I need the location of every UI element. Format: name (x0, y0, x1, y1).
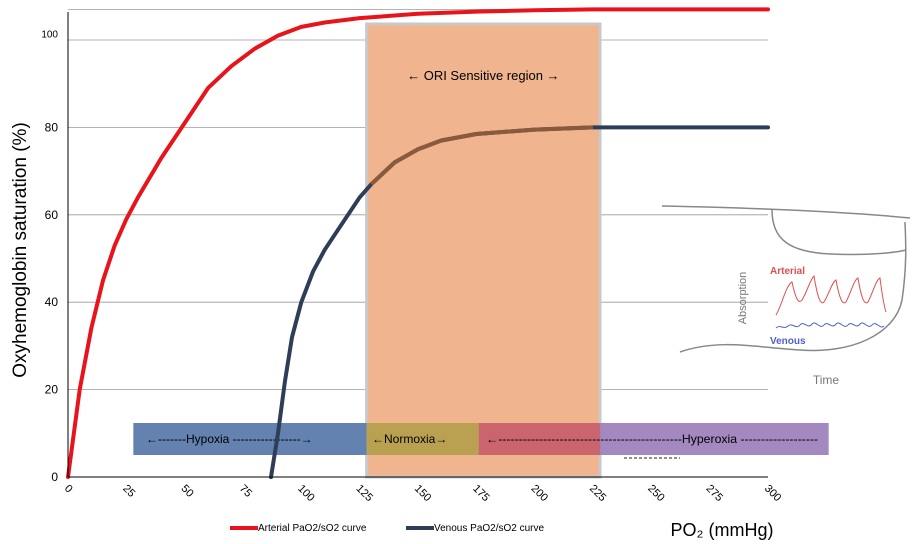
band-hyperoxia-extension (600, 423, 829, 455)
x-tick-label-250: 250 (645, 483, 666, 504)
inset-venous-label: Venous (770, 336, 806, 347)
ori-region-label: ← ORI Sensitive region → (407, 68, 559, 83)
y-tick-label-100: 100 (41, 29, 58, 40)
legend-label-arterial: Arterial PaO2/sO2 curve (258, 523, 367, 534)
inset-finger-outline (661, 205, 911, 353)
x-tick-label-125: 125 (354, 483, 375, 504)
x-tick-label-150: 150 (412, 483, 433, 504)
band-normoxia (366, 423, 479, 455)
venous-line-in-ori-region (369, 125, 594, 186)
x-tick-labels: 0 25 50 75 100 125 150 175 200 225 250 275 300 (62, 483, 783, 504)
ori-region-box (365, 22, 602, 479)
band-hypoxia-label: ←-------Hypoxia -----------------→ (146, 432, 313, 446)
absorption-inset: Absorption Time Arterial Venous (624, 205, 911, 459)
y-tick-label-80: 80 (45, 120, 59, 134)
y-axis-label: Oxyhemoglobin saturation (%) (10, 122, 31, 378)
axes (67, 12, 768, 478)
legend: Arterial PaO2/sO2 curve Venous PaO2/sO2 … (230, 523, 545, 534)
ori-sensitive-region: ← ORI Sensitive region → (365, 22, 602, 479)
band-hyperoxia (478, 423, 600, 455)
inset-nail-outline (771, 209, 907, 256)
x-tick-label-75: 75 (237, 483, 254, 500)
x-tick-label-0: 0 (62, 483, 75, 496)
x-tick-label-225: 225 (587, 483, 608, 504)
y-tick-label-60: 60 (45, 208, 59, 222)
inset-absorption-label: Absorption (737, 272, 749, 325)
x-tick-label-275: 275 (704, 483, 725, 504)
series-line-arterial (66, 7, 770, 479)
band-hypoxia (133, 423, 367, 455)
band-hyperoxia-label: ←---------------------------------------… (486, 432, 818, 446)
x-tick-label-50: 50 (179, 483, 196, 500)
y-tick-label-0: 0 (51, 470, 58, 484)
y-tick-label-40: 40 (45, 295, 59, 309)
oxygenation-bands: ←-------Hypoxia -----------------→ ←Normo… (133, 423, 829, 455)
x-tick-label-100: 100 (295, 483, 316, 504)
legend-label-venous: Venous PaO2/sO2 curve (434, 523, 545, 534)
inset-arterial-waveform (775, 274, 887, 316)
x-tick-label-175: 175 (470, 483, 491, 504)
x-tick-label-300: 300 (762, 483, 783, 504)
x-tick-label-25: 25 (120, 483, 137, 500)
y-tick-labels: 0 20 40 60 80 100 (41, 29, 58, 484)
inset-time-label: Time (813, 373, 840, 387)
inset-venous-waveform (775, 322, 885, 329)
y-tick-label-20: 20 (45, 383, 59, 397)
x-axis-label: PO₂ (mmHg) (671, 520, 774, 540)
band-normoxia-label: ←Normoxia→ (372, 432, 447, 446)
x-tick-label-200: 200 (529, 483, 550, 504)
inset-arterial-label: Arterial (770, 266, 805, 277)
series-lines (66, 7, 770, 479)
